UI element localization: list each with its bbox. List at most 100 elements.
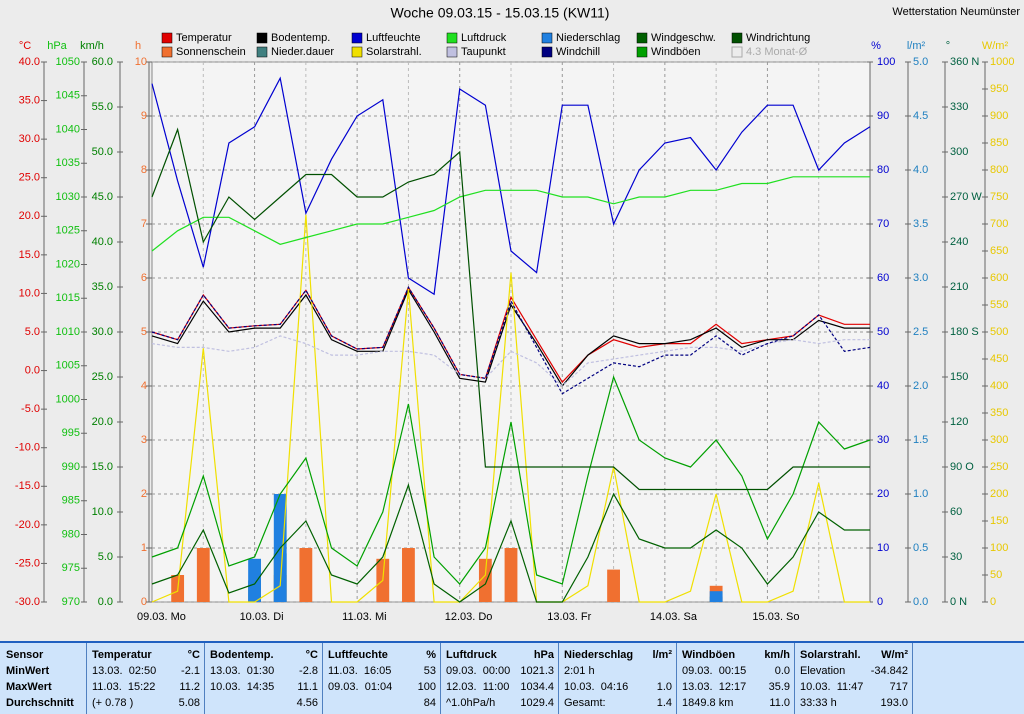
- x-tick-label: 10.03. Di: [240, 611, 284, 623]
- legend-swatch: [541, 46, 553, 58]
- x-tick-label: 12.03. Do: [445, 611, 493, 623]
- table-separator: [322, 643, 323, 714]
- series-line: [151, 286, 870, 384]
- table-cell: 1849.8 km: [682, 697, 734, 709]
- legend-swatch: [161, 32, 173, 44]
- table-cell: 35.9: [768, 681, 790, 693]
- y-tick-label: 2: [141, 488, 147, 500]
- y-tick-label: 5.0: [98, 551, 113, 563]
- table-cell: 193.0: [880, 697, 908, 709]
- y-tick-label: 990: [62, 461, 80, 473]
- legend-label: Temperatur: [176, 32, 232, 44]
- y-tick-label: 100: [990, 542, 1008, 554]
- bar: [607, 569, 620, 602]
- table-cell: °C: [305, 649, 318, 661]
- y-tick-label: 2.5: [913, 326, 928, 338]
- series-line: [151, 288, 870, 388]
- y-tick-label: 10: [877, 542, 889, 554]
- y-tick-label: -10.0: [15, 442, 40, 454]
- legend-label: Taupunkt: [461, 46, 506, 58]
- table-cell: Gesamt:: [564, 697, 606, 709]
- legend-label: 4.3 Monat-Ø: [746, 46, 808, 58]
- y-tick-label: 0.0: [913, 596, 928, 608]
- x-tick-label: 09.03. Mo: [137, 611, 186, 623]
- table-cell: 10.03. 11:47: [800, 681, 864, 693]
- table-cell: -34.842: [870, 665, 908, 677]
- summary-table: Sensor MinWert MaxWert Durchschnitt Temperat…: [0, 641, 1024, 714]
- y-tick-label: 4.5: [913, 110, 928, 122]
- y-tick-label: 150: [950, 371, 968, 383]
- y-tick-label: 60: [950, 506, 962, 518]
- y-tick-label: 450: [990, 353, 1008, 365]
- y-tick-label: 30: [950, 551, 962, 563]
- y-tick-label: -20.0: [15, 519, 40, 531]
- bar: [402, 548, 415, 602]
- legend-swatch: [541, 32, 553, 44]
- table-separator: [440, 643, 441, 714]
- y-tick-label: 500: [990, 326, 1008, 338]
- series-line: [151, 375, 871, 585]
- y-tick-label: 25.0: [19, 172, 40, 184]
- y-tick-label: 6: [141, 272, 147, 284]
- y-tick-label: 1030: [56, 191, 80, 203]
- y-tick-label: 1050: [56, 56, 80, 68]
- table-cell: Elevation: [800, 665, 846, 677]
- legend-swatch: [351, 32, 363, 44]
- y-tick-label: 360 N: [950, 56, 979, 68]
- axis-title: %: [871, 40, 881, 52]
- table-cell: Bodentemp.: [210, 649, 274, 661]
- y-tick-label: 15.0: [92, 461, 113, 473]
- legend-label: Solarstrahl.: [366, 46, 422, 58]
- y-tick-label: 70: [877, 218, 889, 230]
- y-tick-label: 0: [877, 596, 883, 608]
- y-tick-label: 995: [62, 427, 80, 439]
- table-cell: 10.03. 04:16: [564, 681, 629, 693]
- table-cell: 11.2: [179, 681, 200, 693]
- y-tick-label: 700: [990, 218, 1008, 230]
- legend-swatch: [351, 46, 363, 58]
- series-line: [151, 127, 870, 491]
- legend-swatch: [256, 32, 268, 44]
- legend-label: Windgeschw.: [651, 32, 716, 44]
- legend-label: Windböen: [651, 46, 701, 58]
- y-tick-label: 0.0: [98, 596, 113, 608]
- legend-swatch: [731, 32, 743, 44]
- y-tick-label: 8: [141, 164, 147, 176]
- table-cell: °C: [187, 649, 200, 661]
- table-separator: [86, 643, 87, 714]
- table-cell: 1.0: [656, 681, 672, 693]
- table-separator: [204, 643, 205, 714]
- table-cell: 09.03. 00:00: [446, 665, 511, 677]
- table-cell: 84: [423, 697, 436, 709]
- legend-swatch: [446, 46, 458, 58]
- series-line: [151, 482, 870, 603]
- y-tick-label: 900: [990, 110, 1008, 122]
- table-cell: 10.03. 14:35: [210, 681, 275, 693]
- legend-swatch: [636, 46, 648, 58]
- y-tick-label: 650: [990, 245, 1008, 257]
- y-tick-label: 1035: [56, 157, 80, 169]
- table-cell: 13.03. 02:50: [92, 665, 157, 677]
- table-cell: -2.1: [181, 665, 200, 677]
- y-tick-label: 0 N: [950, 596, 967, 608]
- table-cell: Luftdruck: [446, 649, 497, 661]
- legend-swatch: [256, 46, 268, 58]
- y-tick-label: 20.0: [19, 210, 40, 222]
- bar: [504, 548, 518, 602]
- table-cell: 13.03. 12:17: [682, 681, 747, 693]
- bar: [299, 548, 313, 602]
- axis-title: l/m²: [907, 40, 926, 52]
- table-cell: 11.1: [297, 681, 318, 693]
- table-cell: 100: [417, 681, 436, 693]
- y-tick-label: 30.0: [92, 326, 113, 338]
- y-tick-label: 80: [877, 164, 889, 176]
- y-tick-label: 10: [135, 56, 147, 68]
- legend-swatch: [446, 32, 458, 44]
- y-tick-label: 180 S: [950, 326, 979, 338]
- y-tick-label: 600: [990, 272, 1008, 284]
- table-cell: Luftfeuchte: [328, 649, 388, 661]
- y-tick-label: 0.5: [913, 542, 928, 554]
- y-tick-label: 0: [141, 596, 147, 608]
- table-separator: [794, 643, 795, 714]
